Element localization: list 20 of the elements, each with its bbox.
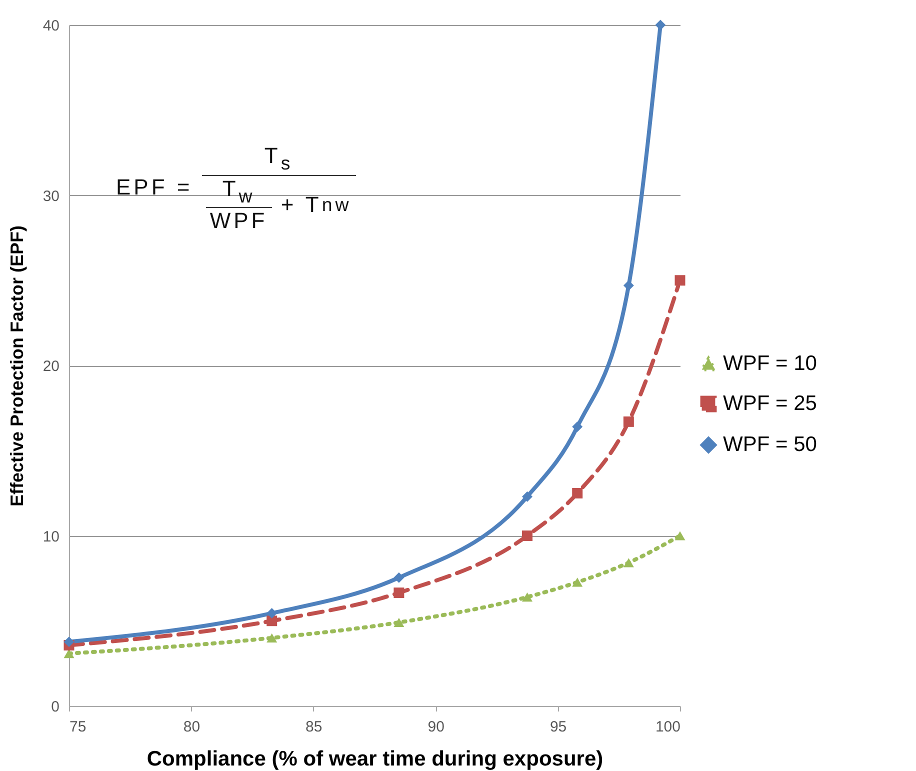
y-axis-title: Effective Protection Factor (EPF) (6, 225, 27, 507)
annotation: T$_{w}$ (221, 176, 256, 208)
y-tick-label: 20 (42, 358, 60, 375)
x-tick-label: 95 (550, 718, 567, 736)
x-tick-label: 75 (70, 718, 86, 736)
y-tick-label: 40 (42, 18, 60, 34)
x-tick-label: 90 (428, 718, 444, 736)
legend-label: WPF = 10 (723, 352, 817, 375)
y-tick-label: 30 (42, 188, 60, 205)
x-tick-label: 85 (306, 718, 322, 736)
y-tick-label: 10 (42, 528, 60, 546)
annotation: WPF (206, 207, 272, 234)
annotation: EPF = (116, 174, 193, 200)
legend-label: WPF = 50 (723, 433, 817, 456)
annotation: T$_{s}$ (263, 143, 294, 175)
y-tick-label: 0 (51, 698, 60, 716)
x-tick-label: 100 (655, 718, 680, 736)
x-tick-label: 80 (183, 718, 200, 736)
legend-label: WPF = 25 (723, 392, 817, 415)
x-axis-title: Compliance (% of wear time during exposure) (146, 748, 604, 770)
